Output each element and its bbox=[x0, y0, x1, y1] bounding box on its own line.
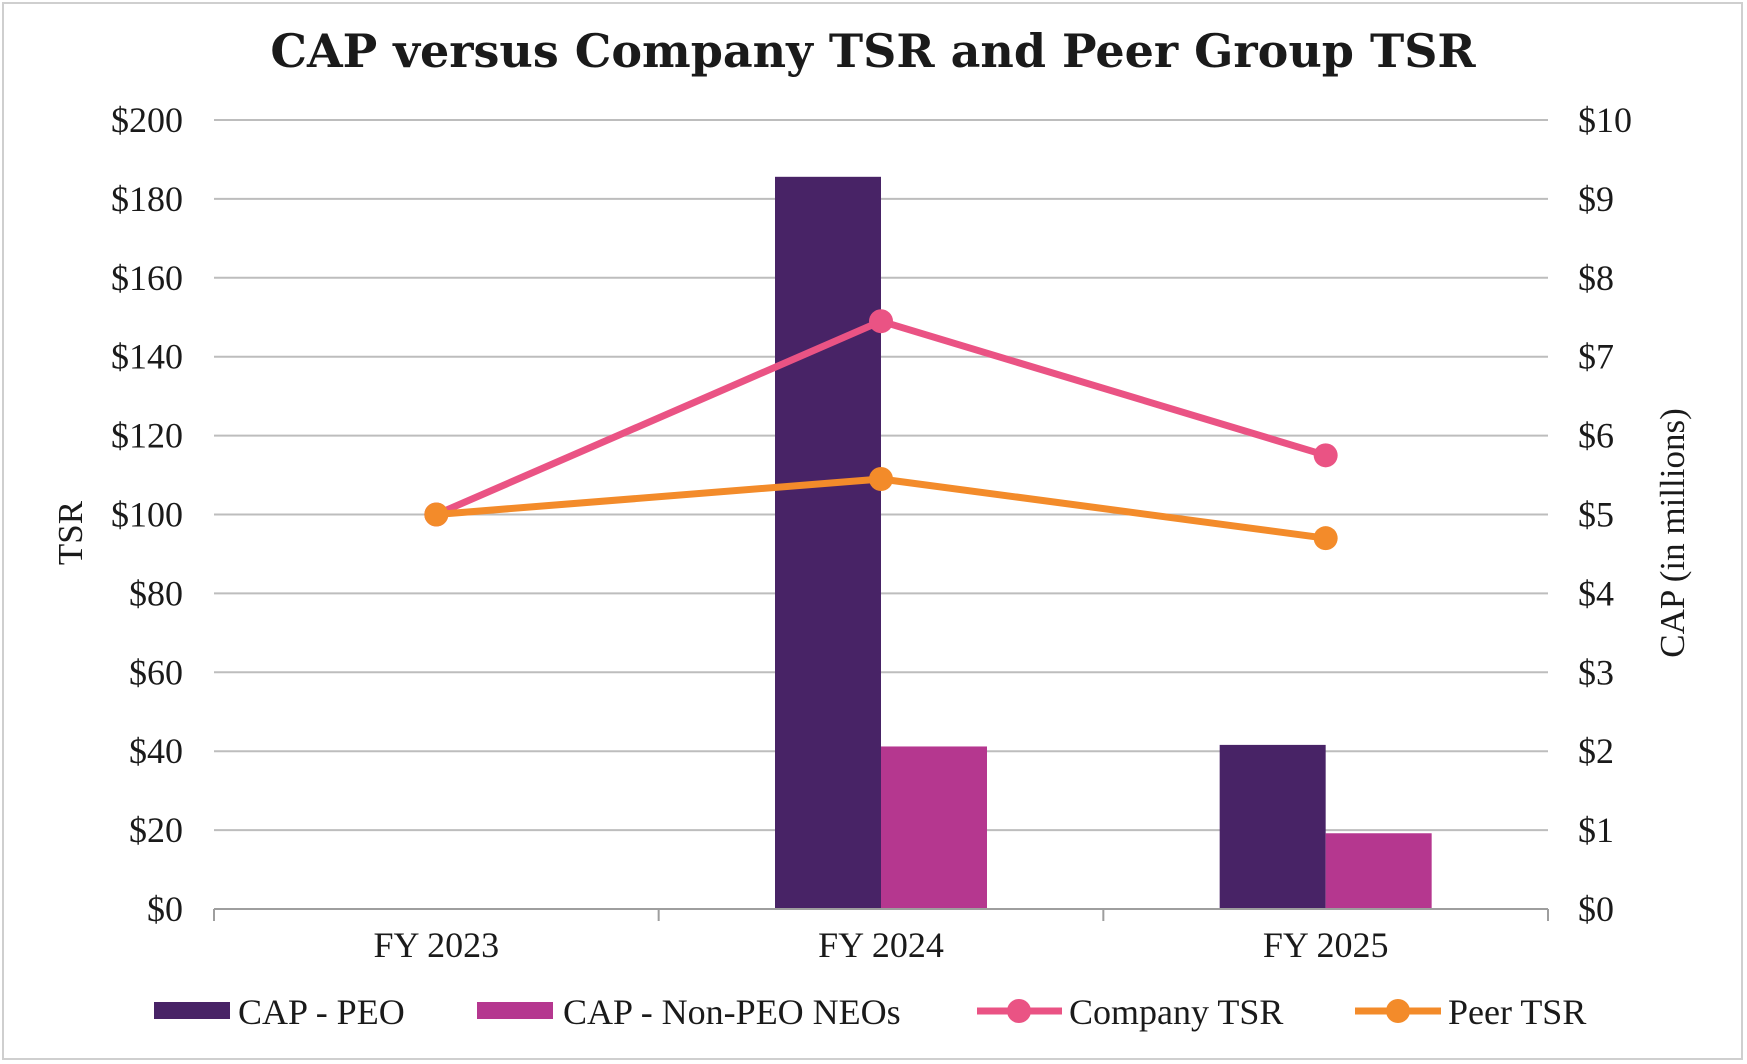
left-tick-label: $40 bbox=[129, 731, 183, 771]
right-tick-label: $10 bbox=[1578, 100, 1632, 140]
point-peer-tsr-fy-2025 bbox=[1313, 526, 1338, 551]
left-axis-ticks: $0 $20 $40 $60 $80 $100 $120 $140 $160 $180 $200 bbox=[111, 100, 183, 929]
point-peer-tsr-fy-2024 bbox=[869, 466, 893, 491]
left-tick-label: $80 bbox=[129, 573, 183, 613]
left-tick-label: $200 bbox=[111, 100, 183, 140]
right-tick-label: $2 bbox=[1578, 731, 1614, 771]
left-tick-label: $100 bbox=[111, 495, 183, 535]
left-tick-label: $160 bbox=[111, 258, 183, 298]
right-tick-label: $6 bbox=[1578, 416, 1614, 456]
left-tick-label: $180 bbox=[111, 179, 183, 219]
bars bbox=[775, 176, 1432, 910]
legend-label-cap-non-peo: CAP - Non-PEO NEOs bbox=[563, 992, 901, 1032]
legend-swatch-cap-peo bbox=[154, 1002, 230, 1019]
bar-cap-peo-fy-2025 bbox=[1219, 744, 1326, 909]
x-tick-label: FY 2023 bbox=[373, 925, 499, 965]
x-axis: FY 2023 FY 2024 FY 2025 bbox=[213, 908, 1549, 965]
chart-title: CAP versus Company TSR and Peer Group TS… bbox=[270, 24, 1476, 78]
left-tick-label: $0 bbox=[147, 889, 183, 929]
legend-marker-peer-tsr bbox=[1386, 999, 1410, 1023]
right-tick-label: $7 bbox=[1578, 337, 1614, 377]
legend-swatch-cap-non-peo bbox=[477, 1002, 553, 1019]
legend-label-company-tsr: Company TSR bbox=[1069, 992, 1283, 1032]
bar-cap-peo-fy-2024 bbox=[775, 176, 881, 910]
legend: CAP - PEO CAP - Non-PEO NEOs Company TSR… bbox=[154, 992, 1586, 1032]
right-tick-label: $3 bbox=[1578, 652, 1614, 692]
right-axis-ticks: $0 $1 $2 $3 $4 $5 $6 $7 $8 $9 $10 bbox=[1578, 100, 1632, 929]
x-tick-label: FY 2025 bbox=[1263, 925, 1389, 965]
right-tick-label: $5 bbox=[1578, 495, 1614, 535]
right-tick-label: $4 bbox=[1578, 573, 1614, 613]
x-tick-label: FY 2024 bbox=[818, 925, 944, 965]
right-tick-label: $8 bbox=[1578, 258, 1614, 298]
lines bbox=[424, 309, 1338, 551]
bar-cap-non-peo-neos-fy-2025 bbox=[1325, 833, 1432, 909]
left-tick-label: $140 bbox=[111, 337, 183, 377]
right-tick-label: $0 bbox=[1578, 889, 1614, 929]
left-tick-label: $20 bbox=[129, 810, 183, 850]
point-company-tsr-fy-2025 bbox=[1313, 443, 1338, 468]
point-company-tsr-fy-2024 bbox=[869, 309, 893, 334]
legend-marker-company-tsr bbox=[1007, 999, 1031, 1023]
left-tick-label: $60 bbox=[129, 652, 183, 692]
left-axis-title: TSR bbox=[51, 500, 90, 565]
bar-cap-non-peo-neos-fy-2024 bbox=[881, 746, 987, 909]
right-tick-label: $9 bbox=[1578, 179, 1614, 219]
legend-label-peer-tsr: Peer TSR bbox=[1448, 992, 1586, 1032]
right-axis-title: CAP (in millions) bbox=[1653, 408, 1692, 658]
point-peer-tsr-fy-2023 bbox=[424, 502, 449, 527]
right-tick-label: $1 bbox=[1578, 810, 1614, 850]
legend-label-cap-peo: CAP - PEO bbox=[238, 992, 405, 1032]
left-tick-label: $120 bbox=[111, 416, 183, 456]
